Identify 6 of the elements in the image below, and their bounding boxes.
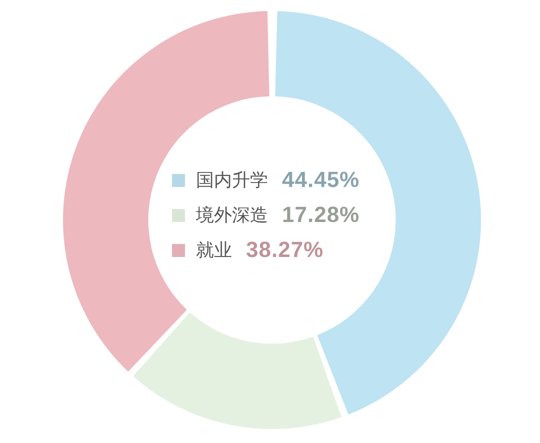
data-label: 17.28% (282, 202, 360, 228)
legend-label: 就业 (196, 239, 232, 262)
data-label: 38.27% (246, 237, 324, 263)
legend-label: 国内升学 (196, 169, 268, 192)
legend-label: 境外深造 (196, 204, 268, 227)
data-label: 44.45% (282, 167, 360, 193)
